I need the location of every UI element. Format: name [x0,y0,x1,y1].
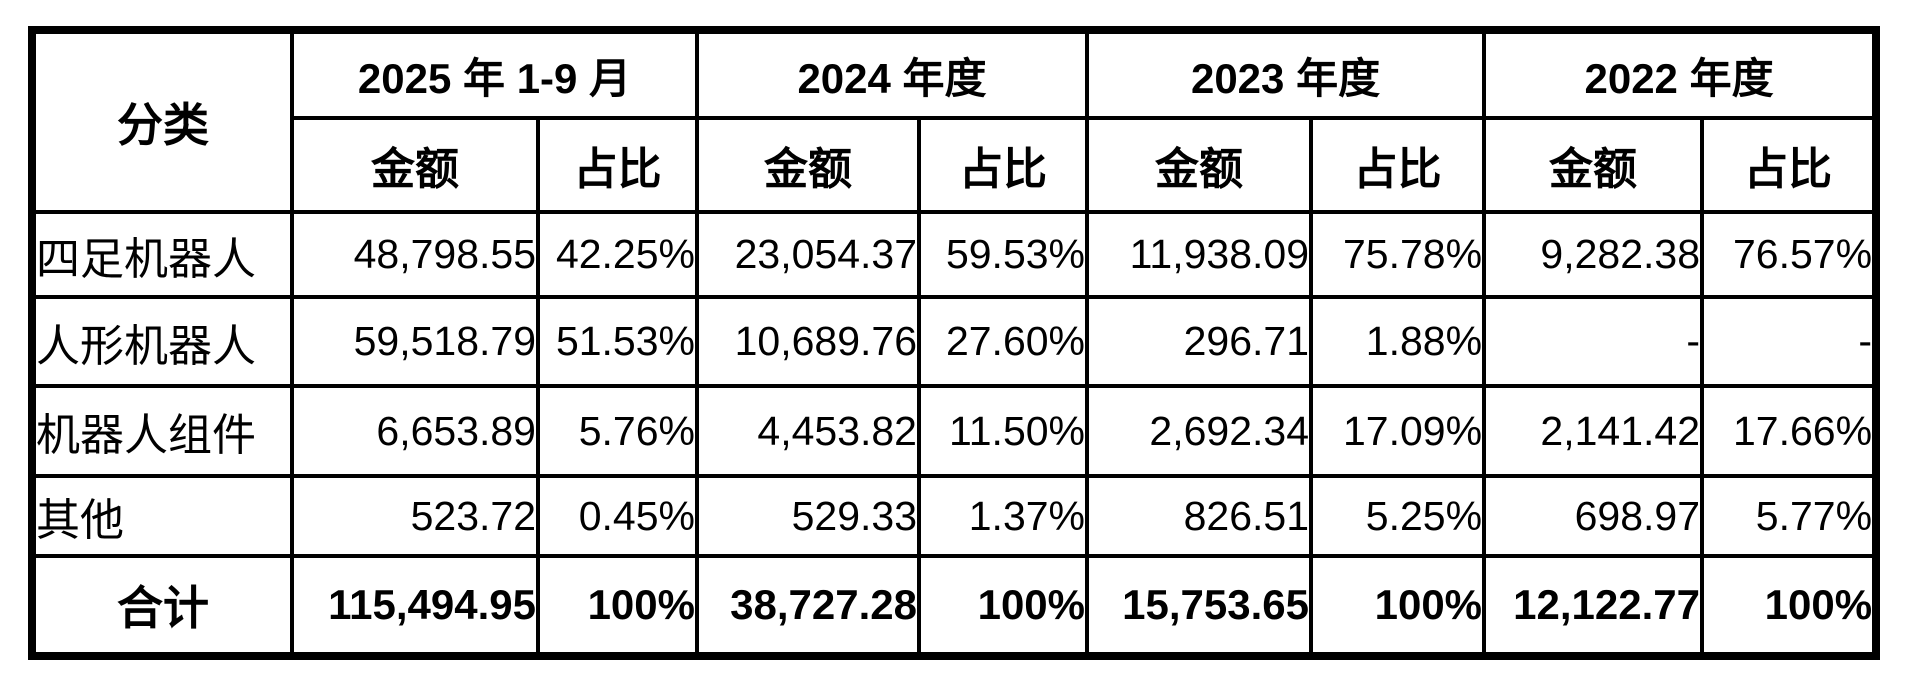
ratio-header-2023: 占比 [1309,116,1487,214]
total-amount-cell: 115,494.95 [290,554,540,658]
row-category: 四足机器人 [30,210,294,299]
ratio-cell: 51.53% [536,295,699,388]
total-amount-cell: 38,727.28 [695,554,921,658]
ratio-header-2024: 占比 [916,116,1090,214]
ratio-cell: 17.09% [1309,384,1487,478]
amount-cell: 523.72 [290,474,540,558]
amount-header-2025: 金额 [290,116,540,214]
period-header-2023: 2023 年度 [1085,28,1487,120]
ratio-cell: 0.45% [536,474,699,558]
amount-cell: 11,938.09 [1085,210,1314,299]
amount-cell: 6,653.89 [290,384,540,478]
ratio-cell: 5.77% [1700,474,1879,558]
ratio-cell: 75.78% [1309,210,1487,299]
header-cell-category: 分类 [30,28,294,214]
amount-header-2022: 金额 [1482,116,1705,214]
header-row-periods: 分类 2025 年 1-9 月 2024 年度 2023 年度 2022 年度 [30,28,1879,214]
total-ratio-cell: 100% [1700,554,1879,658]
total-amount-cell: 15,753.65 [1085,554,1314,658]
ratio-cell: 27.60% [916,295,1090,388]
ratio-cell: 42.25% [536,210,699,299]
amount-cell: 10,689.76 [695,295,921,388]
ratio-cell: 76.57% [1700,210,1879,299]
ratio-cell: - [1700,295,1879,388]
table-row-other: 其他 523.72 0.45% 529.33 1.37% 826.51 5.25… [30,474,1879,558]
table-row-quadruped-robot: 四足机器人 48,798.55 42.25% 23,054.37 59.53% … [30,210,1879,299]
total-ratio-cell: 100% [1309,554,1487,658]
period-header-2022: 2022 年度 [1482,28,1879,120]
amount-cell: 698.97 [1482,474,1705,558]
total-ratio-cell: 100% [536,554,699,658]
row-category: 其他 [30,474,294,558]
amount-cell: 826.51 [1085,474,1314,558]
amount-cell: 48,798.55 [290,210,540,299]
period-header-2024: 2024 年度 [694,28,1090,120]
ratio-header-2025: 占比 [536,116,699,214]
amount-cell: 2,692.34 [1085,384,1314,478]
ratio-cell: 5.76% [536,384,699,478]
row-category: 人形机器人 [30,295,294,388]
amount-cell: - [1482,295,1705,388]
amount-cell: 59,518.79 [290,295,540,388]
table-row-robot-components: 机器人组件 6,653.89 5.76% 4,453.82 11.50% 2,6… [30,384,1879,478]
ratio-cell: 1.88% [1309,295,1487,388]
header-row-subheaders: 金额 占比 金额 占比 金额 占比 金额 占比 [32,116,1879,214]
revenue-breakdown-table: 分类 2025 年 1-9 月 2024 年度 2023 年度 2022 年度 … [28,26,1881,660]
ratio-cell: 59.53% [916,210,1090,299]
amount-header-2024: 金额 [695,116,921,214]
amount-cell: 529.33 [695,474,921,558]
amount-cell: 2,141.42 [1482,384,1705,478]
total-ratio-cell: 100% [916,554,1090,658]
period-header-2025: 2025 年 1-9 月 [290,28,699,120]
total-label: 合计 [30,554,294,658]
amount-cell: 4,453.82 [695,384,921,478]
row-category: 机器人组件 [30,384,294,478]
amount-cell: 9,282.38 [1482,210,1705,299]
amount-header-2023: 金额 [1085,116,1314,214]
ratio-cell: 5.25% [1309,474,1487,558]
table-row-humanoid-robot: 人形机器人 59,518.79 51.53% 10,689.76 27.60% … [30,295,1879,388]
amount-cell: 23,054.37 [695,210,921,299]
amount-cell: 296.71 [1085,295,1314,388]
total-amount-cell: 12,122.77 [1482,554,1705,658]
ratio-cell: 11.50% [916,384,1090,478]
ratio-header-2022: 占比 [1700,116,1879,214]
ratio-cell: 17.66% [1700,384,1879,478]
ratio-cell: 1.37% [916,474,1090,558]
table-row-total: 合计 115,494.95 100% 38,727.28 100% 15,753… [30,554,1879,658]
